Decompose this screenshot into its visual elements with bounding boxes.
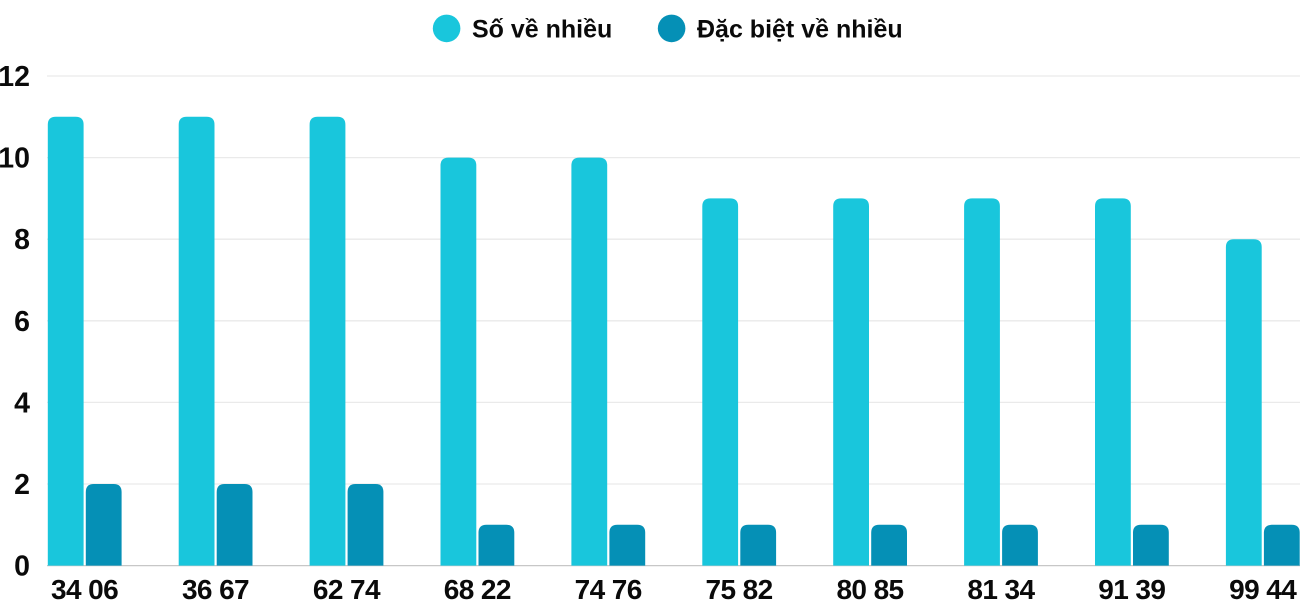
svg-text:68 22: 68 22 [444, 574, 511, 600]
svg-text:91 39: 91 39 [1098, 574, 1165, 600]
svg-text:36 67: 36 67 [182, 574, 249, 600]
svg-text:62 74: 62 74 [313, 574, 381, 600]
svg-text:80 85: 80 85 [836, 574, 903, 600]
svg-text:2: 2 [14, 469, 30, 501]
svg-text:81 34: 81 34 [967, 574, 1035, 600]
svg-text:34 06: 34 06 [51, 574, 118, 600]
svg-text:12: 12 [0, 61, 30, 93]
svg-text:4: 4 [14, 387, 30, 419]
svg-text:Đặc biệt về nhiều: Đặc biệt về nhiều [697, 16, 903, 44]
svg-text:75 82: 75 82 [706, 574, 773, 600]
svg-text:Số về nhiều: Số về nhiều [472, 16, 612, 44]
svg-text:74 76: 74 76 [575, 574, 642, 600]
svg-text:99 44: 99 44 [1229, 574, 1297, 600]
svg-text:6: 6 [14, 306, 30, 338]
svg-text:10: 10 [0, 143, 30, 175]
svg-text:0: 0 [14, 551, 30, 583]
svg-text:8: 8 [14, 224, 30, 256]
